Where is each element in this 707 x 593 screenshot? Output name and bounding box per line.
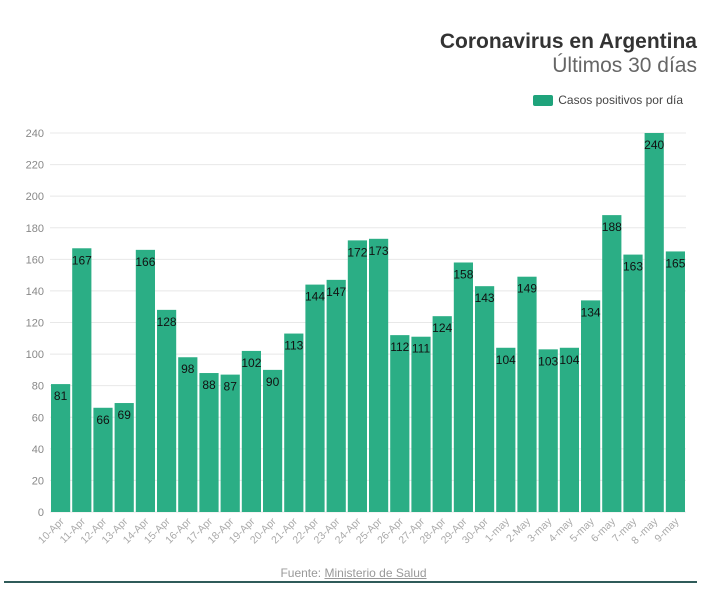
bar[interactable] xyxy=(220,374,240,512)
data-label: 103 xyxy=(538,354,558,368)
bar[interactable] xyxy=(305,284,325,512)
bar[interactable] xyxy=(199,373,219,512)
data-label: 104 xyxy=(496,353,516,367)
bar[interactable] xyxy=(263,369,283,512)
bar[interactable] xyxy=(623,254,643,513)
y-tick-label: 180 xyxy=(26,223,44,235)
chart-subtitle: Últimos 30 días xyxy=(552,54,697,77)
bar[interactable] xyxy=(538,349,558,512)
data-label: 149 xyxy=(517,282,537,296)
bar[interactable] xyxy=(644,133,664,512)
data-label: 102 xyxy=(241,356,261,370)
bottom-rule xyxy=(4,581,697,583)
data-label: 88 xyxy=(202,378,216,392)
data-label: 81 xyxy=(54,389,68,403)
data-label: 128 xyxy=(157,315,177,329)
y-tick-label: 80 xyxy=(32,381,44,393)
y-tick-label: 60 xyxy=(32,412,44,424)
data-label: 144 xyxy=(305,290,325,304)
bar[interactable] xyxy=(72,248,92,512)
bar[interactable] xyxy=(135,249,155,512)
bar[interactable] xyxy=(496,347,516,512)
y-tick-label: 240 xyxy=(26,128,44,140)
y-tick-label: 100 xyxy=(26,349,44,361)
data-label: 98 xyxy=(181,362,195,376)
y-tick-label: 140 xyxy=(26,286,44,298)
bar[interactable] xyxy=(369,238,389,512)
bar[interactable] xyxy=(602,215,622,512)
bar[interactable] xyxy=(665,251,685,512)
data-label: 69 xyxy=(118,408,132,422)
bar[interactable] xyxy=(475,286,495,512)
y-tick-label: 200 xyxy=(26,191,44,203)
bar[interactable] xyxy=(411,336,431,512)
data-label: 240 xyxy=(644,138,664,152)
y-tick-label: 220 xyxy=(26,160,44,172)
bar[interactable] xyxy=(581,300,601,512)
bar[interactable] xyxy=(517,276,537,512)
legend: Casos positivos por día xyxy=(533,93,683,107)
data-label: 124 xyxy=(432,321,452,335)
data-label: 147 xyxy=(326,285,346,299)
data-label: 172 xyxy=(347,245,367,259)
bar[interactable] xyxy=(347,240,367,512)
bar[interactable] xyxy=(390,335,410,512)
data-label: 112 xyxy=(390,340,409,354)
data-label: 143 xyxy=(475,291,495,305)
data-label: 90 xyxy=(266,375,280,389)
data-label: 66 xyxy=(96,413,110,427)
bar[interactable] xyxy=(178,357,198,512)
x-tick-label: 9-may xyxy=(652,515,682,545)
bar[interactable] xyxy=(559,347,579,512)
data-label: 111 xyxy=(412,342,431,356)
data-label: 167 xyxy=(72,253,92,267)
data-label: 166 xyxy=(135,255,155,269)
data-label: 104 xyxy=(559,353,579,367)
bar[interactable] xyxy=(326,279,346,512)
chart-title: Coronavirus en Argentina xyxy=(439,30,697,53)
bar[interactable] xyxy=(157,309,177,512)
bar[interactable] xyxy=(284,333,304,512)
source-link[interactable]: Ministerio de Salud xyxy=(324,566,427,580)
legend-label: Casos positivos por día xyxy=(558,93,683,107)
data-label: 163 xyxy=(623,260,643,274)
data-label: 113 xyxy=(284,339,303,353)
bar[interactable] xyxy=(241,350,261,512)
data-label: 173 xyxy=(369,244,389,258)
bar[interactable] xyxy=(93,407,113,512)
bar[interactable] xyxy=(51,384,71,512)
data-label: 158 xyxy=(453,267,473,281)
data-label: 165 xyxy=(665,256,685,270)
data-label: 134 xyxy=(581,305,601,319)
bar[interactable] xyxy=(453,262,473,512)
y-tick-label: 40 xyxy=(32,444,44,456)
data-label: 188 xyxy=(602,220,622,234)
data-label: 87 xyxy=(224,380,238,394)
y-tick-label: 0 xyxy=(38,507,44,519)
source-note: Fuente: Ministerio de Salud xyxy=(0,566,707,580)
y-tick-label: 160 xyxy=(26,254,44,266)
source-label: Fuente: xyxy=(280,566,322,580)
bar[interactable] xyxy=(114,403,134,512)
legend-swatch xyxy=(533,94,554,106)
y-tick-label: 20 xyxy=(32,475,44,487)
y-tick-label: 120 xyxy=(26,318,44,330)
bar[interactable] xyxy=(432,316,452,512)
